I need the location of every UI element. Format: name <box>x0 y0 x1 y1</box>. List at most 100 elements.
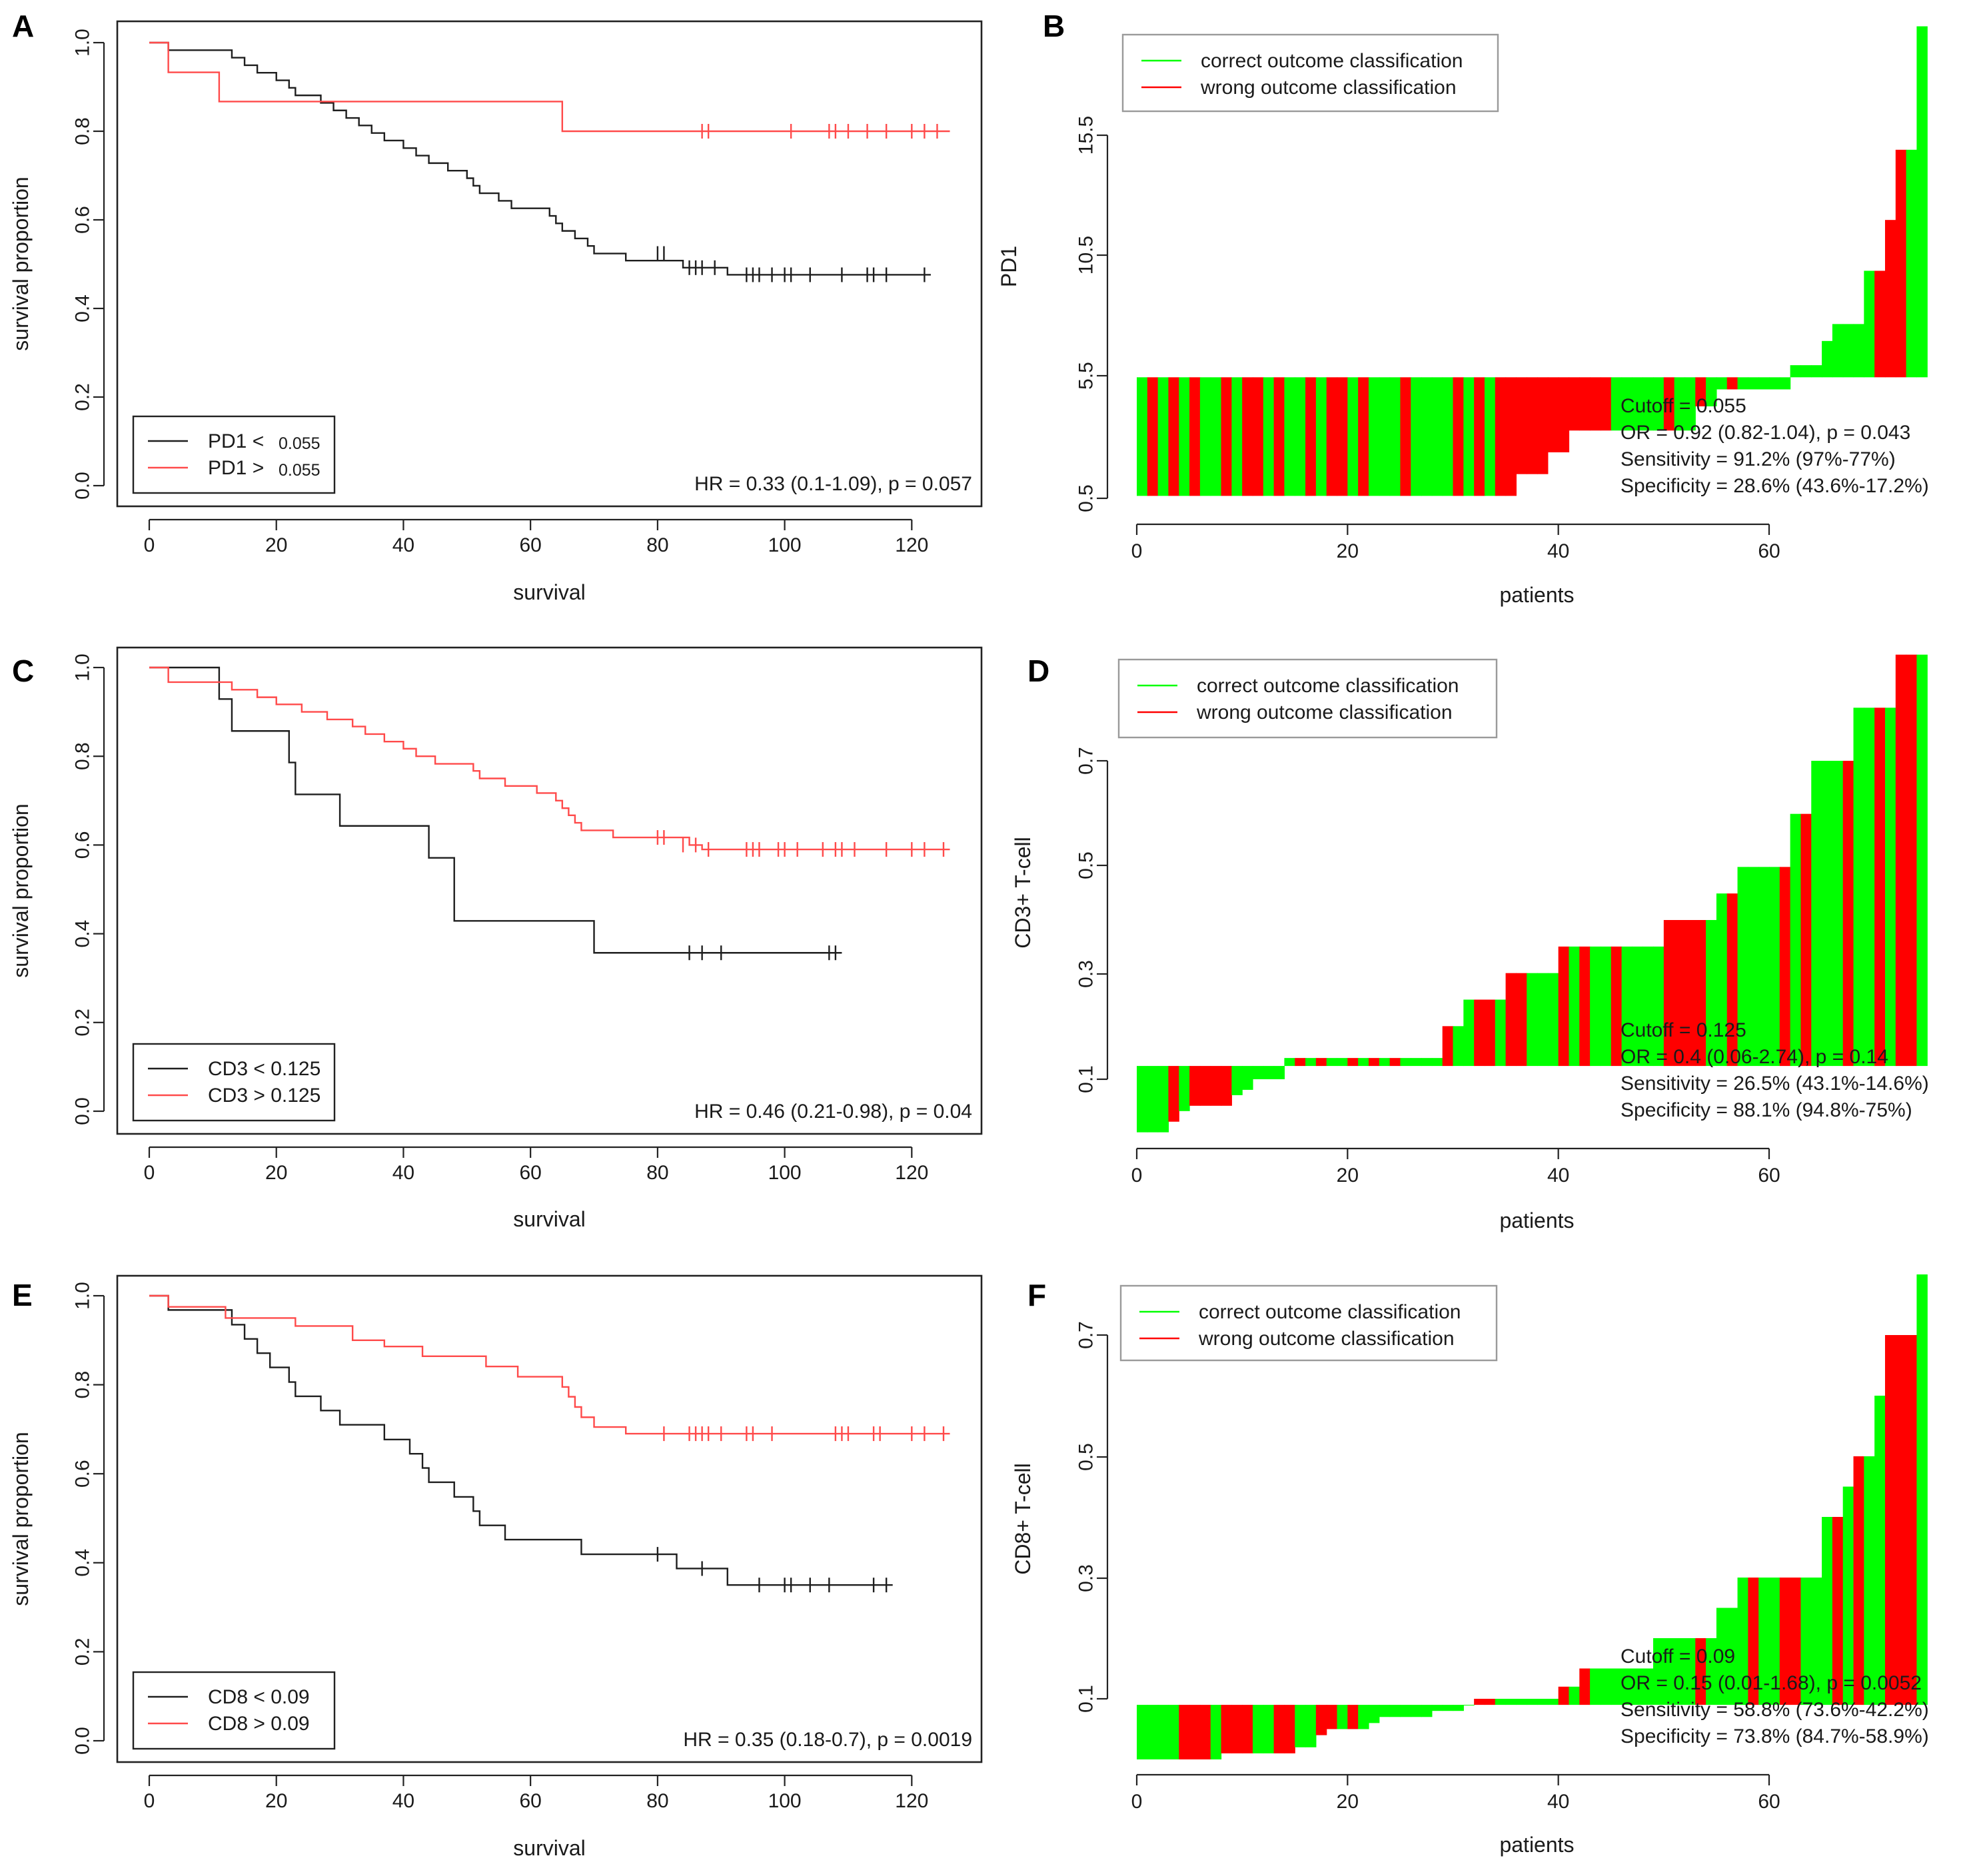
waterfall-bar <box>1168 1066 1179 1122</box>
waterfall-bar <box>1231 377 1243 496</box>
waterfall-bar <box>1547 377 1559 452</box>
y-tick-label: 0.1 <box>1075 1065 1097 1093</box>
waterfall-bar <box>1537 1699 1549 1705</box>
waterfall-bar <box>1663 920 1675 1067</box>
x-tick-label: 20 <box>1337 1791 1359 1813</box>
km-curve-0 <box>149 1294 893 1586</box>
waterfall-panel-d: D 0 20 40 60 patients 0.1 0.3 0.5 0.7 CD3+ T-cell c… <box>1011 654 1929 1232</box>
y-tick-label: 0.8 <box>72 1371 94 1399</box>
waterfall-bar <box>1179 1705 1190 1759</box>
plot-frame <box>116 646 983 1135</box>
x-tick-label: 20 <box>1337 540 1359 562</box>
x-tick-label: 0 <box>1131 1165 1143 1186</box>
waterfall-bar <box>1832 761 1844 1067</box>
waterfall-bar <box>1726 1608 1738 1705</box>
cutoff-value: 0.125 <box>1696 1019 1746 1041</box>
waterfall-bar <box>1484 999 1496 1067</box>
waterfall-bar <box>1884 220 1896 378</box>
waterfall-bar <box>1263 1705 1275 1753</box>
x-tick-label: 100 <box>768 1790 802 1812</box>
waterfall-bar <box>1537 377 1549 474</box>
legend-label: CD8 > 0.09 <box>208 1713 310 1735</box>
x-tick-label: 0 <box>1131 1791 1143 1813</box>
km-panel-e: E 0 20 40 60 80 100 120 0.0 0.2 0.4 0.6 0.8 1.0 surviv… <box>9 1274 983 1860</box>
y-tick-label: 0.0 <box>72 472 94 500</box>
waterfall-bar <box>1527 377 1538 474</box>
waterfall-bar <box>1695 920 1706 1067</box>
legend-box <box>1117 658 1498 739</box>
waterfall-bar <box>1284 1705 1295 1753</box>
legend-value: 0.055 <box>279 461 321 480</box>
waterfall-bar <box>1137 377 1148 496</box>
waterfall-bar <box>1800 1578 1812 1705</box>
waterfall-bar <box>1379 1705 1391 1717</box>
waterfall-bar <box>1179 377 1190 496</box>
waterfall-bar <box>1400 377 1411 496</box>
waterfall-bar <box>1411 1705 1422 1717</box>
waterfall-bar <box>1252 1705 1264 1753</box>
waterfall-bar <box>1421 1705 1433 1717</box>
waterfall-bar <box>1590 1668 1601 1705</box>
x-tick-label: 0 <box>144 534 155 556</box>
waterfall-bar <box>1716 1608 1728 1705</box>
x-tick-label: 20 <box>265 1790 287 1812</box>
cutoff-value: 0.09 <box>1696 1645 1735 1667</box>
x-tick-label: 40 <box>392 534 414 556</box>
waterfall-bar <box>1811 761 1822 1067</box>
y-tick-label: 0.4 <box>72 920 94 948</box>
legend-label: PD1 > <box>208 457 264 479</box>
waterfall-bar <box>1790 813 1802 1067</box>
x-tick-label: 20 <box>265 534 287 556</box>
waterfall-bar <box>1168 1705 1179 1759</box>
waterfall-bar <box>1547 1699 1559 1705</box>
waterfall-bar <box>1716 377 1728 390</box>
legend-box <box>1121 33 1499 113</box>
waterfall-bar <box>1157 1066 1169 1133</box>
waterfall-bar <box>1632 377 1643 431</box>
x-axis-title: survival <box>513 1836 585 1860</box>
x-tick-label: 40 <box>1547 540 1569 562</box>
waterfall-bar <box>1569 946 1580 1067</box>
waterfall-bar <box>1305 1705 1317 1747</box>
waterfall-bar <box>1368 377 1380 496</box>
waterfall-bar <box>1684 377 1696 431</box>
x-tick-label: 120 <box>895 1162 928 1184</box>
legend-label: CD3 > 0.125 <box>208 1085 321 1107</box>
waterfall-bar <box>1832 324 1844 378</box>
km-curve-1 <box>149 1294 950 1435</box>
waterfall-bar <box>1547 973 1559 1067</box>
y-axis-title: survival proportion <box>9 803 33 977</box>
waterfall-bar <box>1179 1066 1190 1111</box>
waterfall-bar <box>1379 1058 1391 1067</box>
waterfall-bar <box>1790 365 1802 378</box>
waterfall-bar <box>1643 377 1654 431</box>
y-axis-title: CD8+ T-cell <box>1011 1463 1035 1574</box>
waterfall-bar <box>1842 761 1854 1067</box>
waterfall-bar <box>1315 377 1327 496</box>
x-tick-label: 60 <box>1758 1165 1780 1186</box>
waterfall-bar <box>1358 377 1369 496</box>
waterfall-bar <box>1737 1578 1748 1705</box>
waterfall-bar <box>1315 1058 1327 1067</box>
x-axis-title: patients <box>1499 1208 1574 1232</box>
y-tick-label: 0.3 <box>1075 960 1097 988</box>
waterfall-bar <box>1706 377 1717 406</box>
waterfall-bar <box>1199 1066 1211 1106</box>
waterfall-bar <box>1758 1578 1770 1705</box>
waterfall-bar <box>1337 1058 1348 1067</box>
x-tick-label: 60 <box>519 534 541 556</box>
legend-label: CD3 < 0.125 <box>208 1058 321 1080</box>
waterfall-bar <box>1748 377 1759 390</box>
legend-label: wrong outcome classification <box>1200 77 1457 99</box>
plot-frame <box>116 20 983 508</box>
waterfall-bar <box>1643 1668 1654 1705</box>
waterfall-bar <box>1337 377 1348 496</box>
stat-line: Specificity = 88.1% (94.8%-75%) <box>1621 1099 1912 1121</box>
y-axis-title: PD1 <box>997 246 1021 287</box>
y-tick-label: 15.5 <box>1075 116 1097 155</box>
x-tick-label: 80 <box>646 1790 668 1812</box>
waterfall-bar <box>1779 377 1791 390</box>
waterfall-bar <box>1822 1517 1833 1705</box>
waterfall-bar <box>1884 707 1896 1067</box>
waterfall-bar <box>1895 149 1907 378</box>
